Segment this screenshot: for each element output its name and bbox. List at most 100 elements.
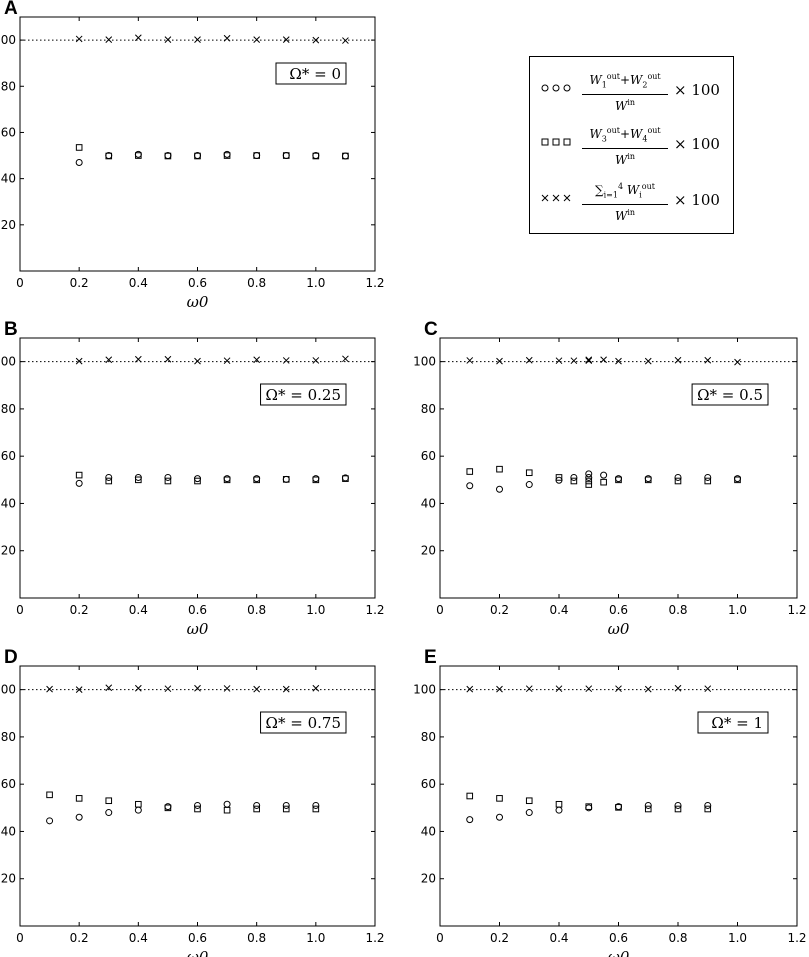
- circle-point: [496, 813, 503, 821]
- square-point: [105, 477, 113, 485]
- x-tick-label: 0.4: [129, 276, 148, 290]
- circle-point: [525, 481, 533, 489]
- square-point: [75, 471, 83, 479]
- cross-point: [704, 356, 712, 364]
- y-tick-label: 100: [413, 683, 436, 697]
- cross-point: [525, 685, 533, 693]
- circle-point: [46, 817, 54, 825]
- circle-point: [134, 806, 142, 814]
- square-point: [496, 795, 503, 802]
- x-axis-label: ω0: [187, 293, 209, 311]
- cross-point: [496, 685, 503, 693]
- omega-annotation-box: [697, 711, 769, 734]
- square-point: [704, 805, 712, 813]
- square-point: [253, 805, 260, 813]
- circle-point: [525, 809, 533, 817]
- x-tick-label: 1.0: [306, 603, 325, 617]
- cross-point: [615, 685, 622, 693]
- legend-formula-square: W3out+W4out Win × 100: [582, 123, 732, 173]
- cross-point: [164, 355, 172, 363]
- cross-point: [525, 356, 533, 364]
- square-point: [46, 791, 53, 799]
- square-point: [466, 468, 474, 475]
- square-point: [600, 478, 607, 486]
- x-tick-label: 0.2: [70, 603, 89, 617]
- cross-point: [194, 36, 201, 43]
- omega-annotation: Ω* = 0.25: [266, 386, 341, 404]
- y-tick-label: 100: [0, 355, 16, 369]
- x-tick-label: 0: [436, 603, 444, 617]
- legend-denominator-square: Win: [614, 152, 636, 168]
- omega-annotation-box: [691, 383, 769, 406]
- legend: W1out+W2out Win × 100 W3out+W4out Win × …: [529, 56, 734, 234]
- panel-letter-a: A: [4, 0, 18, 19]
- cross-point: [734, 358, 741, 366]
- x-tick-label: 0.8: [247, 931, 266, 945]
- cross-point: [223, 685, 231, 692]
- x-tick-label: 1.2: [365, 603, 384, 617]
- y-tick-label: 20: [421, 544, 436, 558]
- square-marker-icon: [541, 138, 571, 146]
- x-tick-label: 0.2: [490, 603, 509, 617]
- cross-point: [312, 36, 320, 44]
- x-tick-label: 0.4: [129, 931, 148, 945]
- square-point: [496, 465, 503, 473]
- circle-point: [312, 801, 320, 809]
- square-point: [342, 475, 349, 482]
- circle-point: [466, 482, 474, 490]
- circle-point: [555, 806, 563, 814]
- cross-point: [75, 35, 83, 43]
- x-tick-label: 0.6: [188, 931, 207, 945]
- y-tick-label: 60: [1, 449, 16, 463]
- square-point: [525, 469, 533, 477]
- panel-letter-b: B: [4, 319, 18, 340]
- y-tick-label: 80: [1, 402, 16, 416]
- square-point: [164, 152, 172, 160]
- cross-point: [600, 356, 607, 364]
- square-point: [555, 800, 563, 808]
- cross-point: [164, 685, 172, 693]
- legend-entry-square: W3out+W4out Win × 100: [530, 123, 733, 173]
- x-tick-label: 0.6: [609, 931, 628, 945]
- plot-frame: [439, 665, 798, 927]
- circle-point: [282, 152, 290, 160]
- square-point: [674, 477, 682, 485]
- cross-point: [164, 36, 172, 43]
- cross-point: [342, 37, 349, 44]
- square-point: [223, 152, 231, 159]
- legend-suffix-square: × 100: [674, 135, 720, 153]
- panel-letter-c: C: [424, 319, 438, 340]
- cross-point: [282, 357, 290, 364]
- square-point: [164, 477, 172, 485]
- x-tick-label: 0.4: [129, 603, 148, 617]
- cross-point: [134, 684, 142, 692]
- circle-point: [341, 152, 349, 160]
- circle-point: [194, 801, 201, 809]
- square-point: [253, 152, 260, 159]
- circle-point: [282, 475, 290, 483]
- x-tick-label: 0: [16, 931, 24, 945]
- cross-point: [194, 684, 201, 692]
- square-point: [194, 152, 201, 160]
- y-tick-label: 80: [1, 79, 16, 93]
- y-tick-label: 80: [421, 730, 436, 744]
- cross-point: [674, 684, 682, 692]
- omega-annotation-box: [275, 62, 347, 85]
- circle-point: [704, 473, 712, 481]
- legend-numerator-square: W3out+W4out: [582, 123, 668, 150]
- x-tick-label: 1.2: [787, 931, 806, 945]
- legend-formula-circle: W1out+W2out Win × 100: [582, 69, 732, 119]
- square-point: [164, 804, 172, 812]
- cross-point: [134, 34, 142, 42]
- cross-point: [75, 686, 83, 693]
- x-tick-label: 0.6: [188, 603, 207, 617]
- circle-point: [585, 470, 593, 478]
- square-point: [282, 476, 290, 483]
- panel-letter-e: E: [424, 647, 437, 668]
- cross-point: [105, 356, 113, 364]
- circle-point: [496, 485, 503, 493]
- cross-point: [223, 357, 231, 365]
- cross-point: [75, 357, 83, 365]
- square-point: [585, 481, 593, 488]
